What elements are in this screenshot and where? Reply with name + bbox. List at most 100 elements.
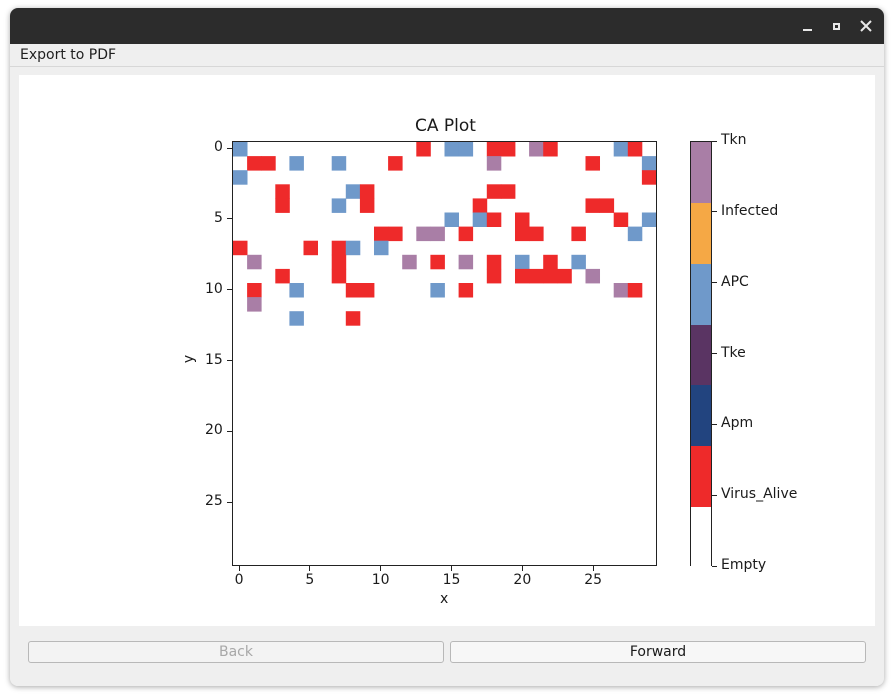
export-to-pdf-menu-item[interactable]: Export to PDF (20, 47, 117, 63)
cell-tkn (529, 142, 544, 157)
colorbar-tick (712, 211, 717, 213)
cell-virus-alive (247, 283, 262, 298)
x-tick (592, 566, 594, 571)
y-tick (227, 430, 232, 432)
x-tick-label: 0 (234, 572, 244, 588)
cell-apc (571, 254, 586, 270)
cell-apc (331, 156, 347, 171)
cell-apc (444, 142, 460, 157)
cell-virus-alive (627, 283, 643, 298)
close-icon[interactable] (857, 17, 875, 35)
cell-virus-alive (557, 268, 572, 284)
cell-apc (641, 212, 656, 227)
cell-virus-alive (641, 170, 656, 185)
colorbar-label: Empty (721, 557, 767, 573)
x-axis-label: x (440, 591, 449, 607)
cell-virus-alive (500, 184, 516, 199)
cell-virus-alive (359, 283, 375, 298)
colorbar-segment-infected (691, 202, 711, 264)
x-tick-label: 25 (584, 572, 603, 588)
navigation-bar: Back Forward (10, 632, 884, 686)
y-tick-label: 0 (214, 139, 223, 156)
x-tick (238, 566, 240, 571)
cell-virus-alive (486, 254, 502, 270)
y-tick-label: 25 (205, 493, 223, 510)
y-tick (227, 218, 232, 220)
cell-apc (374, 240, 389, 256)
cell-virus-alive (416, 142, 431, 157)
cell-virus-alive (275, 184, 290, 199)
cell-virus-alive (458, 226, 474, 242)
colorbar-tick (712, 353, 717, 354)
cell-virus-alive (599, 198, 615, 213)
cell-apc (641, 156, 656, 171)
cell-apc (444, 212, 460, 227)
colorbar-segment-virus-alive (691, 445, 711, 507)
y-tick-label: 20 (205, 422, 223, 439)
heatmap-cells (233, 142, 656, 326)
cell-virus-alive (472, 198, 488, 213)
cell-virus-alive (331, 254, 347, 270)
x-tick (309, 566, 311, 571)
cell-apc (233, 142, 248, 157)
cell-virus-alive (543, 268, 558, 284)
cell-virus-alive (529, 268, 544, 284)
maximize-icon[interactable] (827, 17, 845, 35)
y-tick-label: 15 (205, 351, 223, 368)
cell-apc (627, 226, 643, 242)
cell-virus-alive (613, 212, 629, 227)
y-tick (227, 147, 232, 149)
cell-apc (472, 212, 488, 227)
y-tick (227, 360, 232, 362)
cell-apc (613, 142, 629, 157)
cell-virus-alive (345, 283, 361, 298)
heatmap-plot-area (232, 141, 657, 566)
title-bar[interactable] (10, 8, 884, 44)
back-button[interactable]: Back (28, 641, 444, 663)
colorbar-tick (712, 423, 717, 425)
cell-virus-alive (486, 184, 502, 199)
cell-virus-alive (430, 254, 445, 270)
x-tick (451, 566, 453, 571)
cell-virus-alive (247, 156, 262, 171)
cell-virus-alive (331, 240, 347, 256)
cell-apc (430, 283, 445, 298)
cell-virus-alive (514, 268, 530, 284)
forward-button[interactable]: Forward (450, 641, 866, 663)
chart-title: CA Plot (415, 116, 476, 136)
cell-apc (289, 283, 304, 298)
cell-virus-alive (486, 212, 502, 227)
x-tick (380, 566, 382, 571)
cell-tkn (458, 254, 474, 270)
colorbar-segment-empty (691, 506, 711, 568)
minimize-icon[interactable] (798, 17, 816, 35)
colorbar-label: Apm (721, 415, 754, 432)
y-tick-label: 10 (205, 280, 223, 297)
cell-virus-alive (458, 283, 474, 298)
cell-virus-alive (486, 142, 502, 157)
cell-virus-alive (331, 268, 347, 284)
cell-tkn (430, 226, 445, 242)
cell-tkn (486, 156, 502, 171)
y-tick (227, 501, 232, 503)
cell-virus-alive (359, 198, 375, 213)
y-tick-label: 5 (214, 209, 223, 226)
cell-tkn (416, 226, 431, 242)
cell-virus-alive (388, 156, 403, 171)
cell-virus-alive (585, 156, 601, 171)
colorbar-segment-tke (691, 324, 711, 386)
cell-virus-alive (374, 226, 389, 242)
application-window: Export to PDF CA Plot 0 5 10 15 20 25 0 5 10 15 20… (10, 8, 884, 686)
colorbar-segment-apc (691, 263, 711, 325)
colorbar-label: Infected (721, 202, 779, 219)
cell-apc (345, 240, 361, 256)
cell-apc (514, 254, 530, 270)
menu-bar: Export to PDF (10, 44, 884, 67)
cell-tkn (613, 283, 629, 298)
cell-tkn (247, 254, 262, 270)
cell-apc (345, 184, 361, 199)
colorbar-label: Tke (721, 344, 746, 361)
colorbar-label: APC (721, 273, 749, 290)
cell-virus-alive (303, 240, 318, 256)
colorbar-tick (712, 565, 717, 567)
